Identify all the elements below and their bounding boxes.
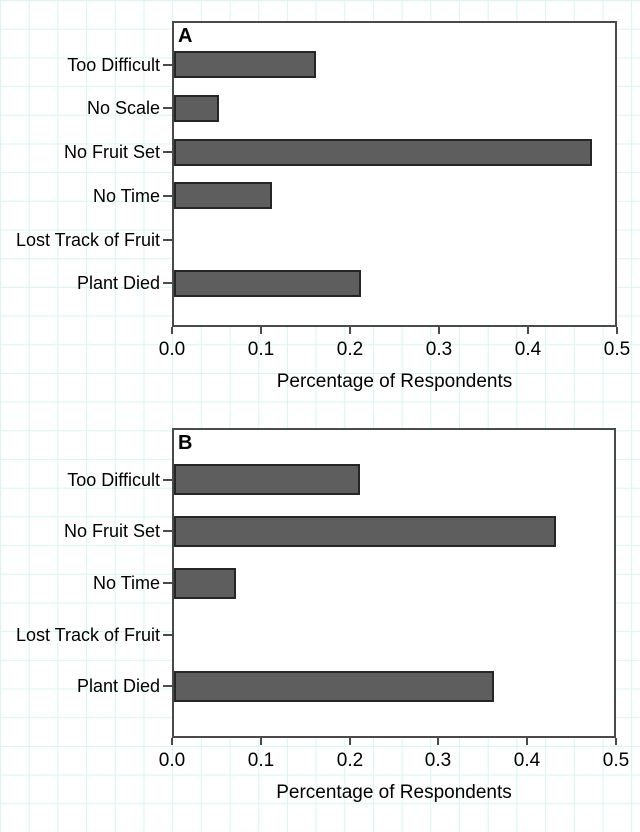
bar bbox=[174, 270, 361, 297]
x-axis-tick-label: 0.3 bbox=[424, 750, 452, 771]
x-axis-tick-label: 0.2 bbox=[336, 339, 364, 360]
x-axis-tick bbox=[437, 738, 439, 745]
x-axis-title: Percentage of Respondents bbox=[276, 782, 512, 803]
category-label: No Scale bbox=[86, 98, 160, 118]
category-tick bbox=[163, 64, 172, 66]
category-tick bbox=[163, 151, 172, 153]
x-axis-tick-label: 0.1 bbox=[247, 339, 275, 360]
x-axis-title: Percentage of Respondents bbox=[276, 371, 513, 392]
category-tick bbox=[163, 582, 172, 584]
panel-label: A bbox=[178, 25, 193, 47]
x-axis-tick-label: 0.2 bbox=[336, 750, 364, 771]
bar bbox=[174, 516, 556, 547]
category-label: No Fruit Set bbox=[63, 142, 160, 162]
category-label: No Time bbox=[92, 573, 160, 593]
x-axis-tick bbox=[349, 738, 351, 745]
category-tick bbox=[163, 107, 172, 109]
category-tick bbox=[163, 530, 172, 532]
bar bbox=[174, 568, 236, 599]
category-tick bbox=[163, 685, 172, 687]
category-label: Too Difficult bbox=[67, 470, 160, 490]
category-tick bbox=[163, 634, 172, 636]
x-axis-tick-label: 0.3 bbox=[425, 339, 453, 360]
bar bbox=[174, 182, 272, 209]
category-label: Plant Died bbox=[76, 676, 160, 696]
x-axis-tick bbox=[616, 327, 618, 334]
bar bbox=[174, 671, 494, 702]
category-label: Lost Track of Fruit bbox=[15, 230, 160, 250]
x-axis-tick-label: 0.1 bbox=[247, 750, 275, 771]
x-axis-tick bbox=[438, 327, 440, 334]
category-tick bbox=[163, 479, 172, 481]
category-label: Plant Died bbox=[76, 273, 160, 293]
category-label: No Fruit Set bbox=[63, 521, 160, 541]
bar bbox=[174, 51, 316, 78]
category-tick bbox=[163, 239, 172, 241]
x-axis-tick bbox=[171, 738, 173, 745]
x-axis-tick bbox=[527, 327, 529, 334]
x-axis-tick bbox=[260, 327, 262, 334]
bar bbox=[174, 464, 360, 495]
category-tick bbox=[163, 282, 172, 284]
x-axis-tick-label: 0.4 bbox=[514, 339, 542, 360]
category-tick bbox=[163, 195, 172, 197]
x-axis-tick bbox=[260, 738, 262, 745]
category-label: Too Difficult bbox=[67, 55, 160, 75]
x-axis-tick bbox=[349, 327, 351, 334]
bar bbox=[174, 139, 592, 166]
x-axis-tick bbox=[526, 738, 528, 745]
category-label: No Time bbox=[92, 186, 160, 206]
x-axis-tick bbox=[171, 327, 173, 334]
bar bbox=[174, 95, 219, 122]
panel-label: B bbox=[178, 432, 193, 454]
x-axis-tick bbox=[615, 738, 617, 745]
category-label: Lost Track of Fruit bbox=[15, 625, 160, 645]
x-axis-tick-label: 0.0 bbox=[158, 750, 186, 771]
x-axis-tick-label: 0.5 bbox=[602, 750, 630, 771]
x-axis-tick-label: 0.0 bbox=[158, 339, 186, 360]
x-axis-tick-label: 0.5 bbox=[603, 339, 631, 360]
x-axis-tick-label: 0.4 bbox=[513, 750, 541, 771]
